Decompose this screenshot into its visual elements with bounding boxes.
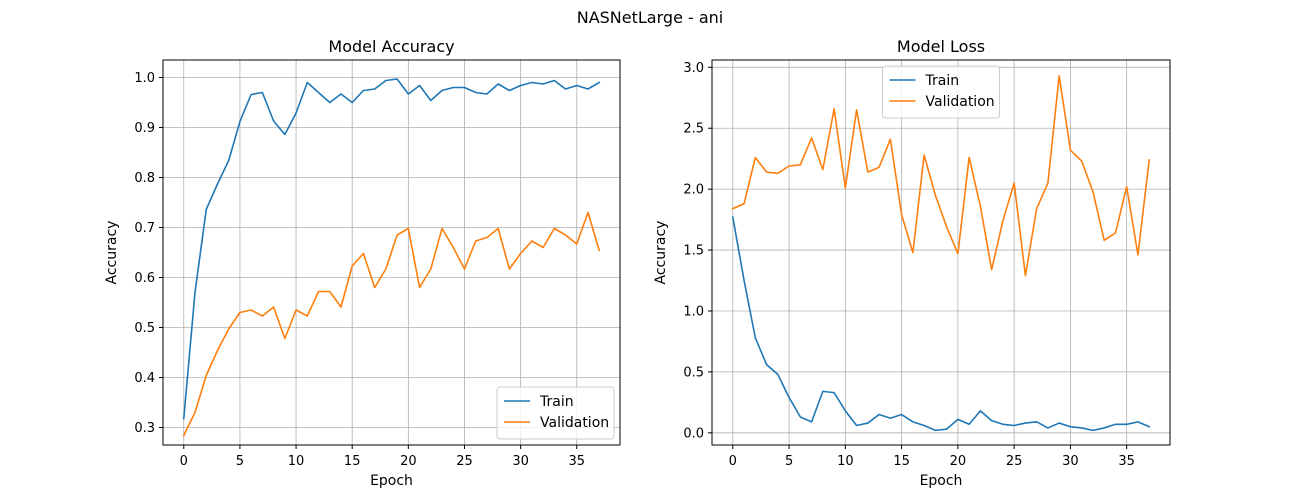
plot-area-frame <box>711 59 1171 446</box>
x-tick-label: 10 <box>837 454 854 469</box>
chart-title: Model Loss <box>897 37 985 56</box>
legend-box <box>496 386 615 440</box>
y-axis-label: Accuracy <box>653 221 669 285</box>
x-tick-label: 25 <box>456 454 473 469</box>
x-tick-label: 35 <box>1118 454 1135 469</box>
series-line-train <box>182 78 601 420</box>
y-tick-label: 2.5 <box>683 122 704 137</box>
x-axis-label: Epoch <box>920 473 963 489</box>
legend-label: Validation <box>926 94 995 110</box>
x-tick-label: 30 <box>1062 454 1079 469</box>
legend: Train Validation <box>882 65 1000 119</box>
y-axis-label: Accuracy <box>104 221 120 285</box>
plot-area-frame <box>162 59 621 446</box>
y-tick-label: 0.5 <box>683 365 704 380</box>
series-line-train <box>731 216 1151 432</box>
y-tick-label: 0.8 <box>134 171 155 186</box>
y-tick-label: 3.0 <box>683 61 704 76</box>
legend-label: Validation <box>540 415 609 431</box>
y-tick-label: 0.9 <box>134 121 155 136</box>
chart-title: Model Accuracy <box>328 37 454 56</box>
x-tick-label: 15 <box>893 454 910 469</box>
y-tick-label: 1.5 <box>683 244 704 259</box>
x-tick-label: 5 <box>236 454 244 469</box>
legend-label: Train <box>539 394 574 410</box>
y-tick-label: 0.5 <box>134 321 155 336</box>
series-line-validation <box>182 211 601 437</box>
accuracy-chart: 0 5 10 15 20 25 30 35 0.3 0.4 0.5 0.6 0.7 0.8 0.9 1.0 Mo… <box>104 37 621 489</box>
figure-title: NASNetLarge - ani <box>577 8 724 27</box>
y-tick-label: 0.0 <box>683 426 704 441</box>
x-tick-label: 35 <box>568 454 585 469</box>
series-line-validation <box>731 75 1151 277</box>
y-tick-label: 1.0 <box>134 71 155 86</box>
y-tick-label: 1.0 <box>683 304 704 319</box>
grid <box>163 60 620 445</box>
y-tick-label: 2.0 <box>683 183 704 198</box>
legend-label: Train <box>925 73 960 89</box>
x-axis-label: Epoch <box>370 473 413 489</box>
x-tick-label: 5 <box>785 454 793 469</box>
y-tick-label: 0.6 <box>134 271 155 286</box>
grid <box>712 60 1170 445</box>
legend-box <box>882 65 1000 119</box>
x-tick-label: 25 <box>1006 454 1023 469</box>
y-tick-label: 0.4 <box>134 371 155 386</box>
y-tick-label: 0.7 <box>134 221 155 236</box>
y-tick-label: 0.3 <box>134 421 155 436</box>
x-tick-label: 10 <box>288 454 305 469</box>
loss-chart: 0 5 10 15 20 25 30 35 0.0 0.5 1.0 1.5 2.0 2.5 3.0 Model… <box>653 37 1171 489</box>
x-tick-label: 15 <box>344 454 361 469</box>
x-tick-label: 30 <box>512 454 529 469</box>
legend: Train Validation <box>496 386 615 440</box>
x-tick-label: 0 <box>729 454 737 469</box>
x-tick-label: 0 <box>180 454 188 469</box>
x-tick-label: 20 <box>950 454 967 469</box>
x-tick-label: 20 <box>400 454 417 469</box>
